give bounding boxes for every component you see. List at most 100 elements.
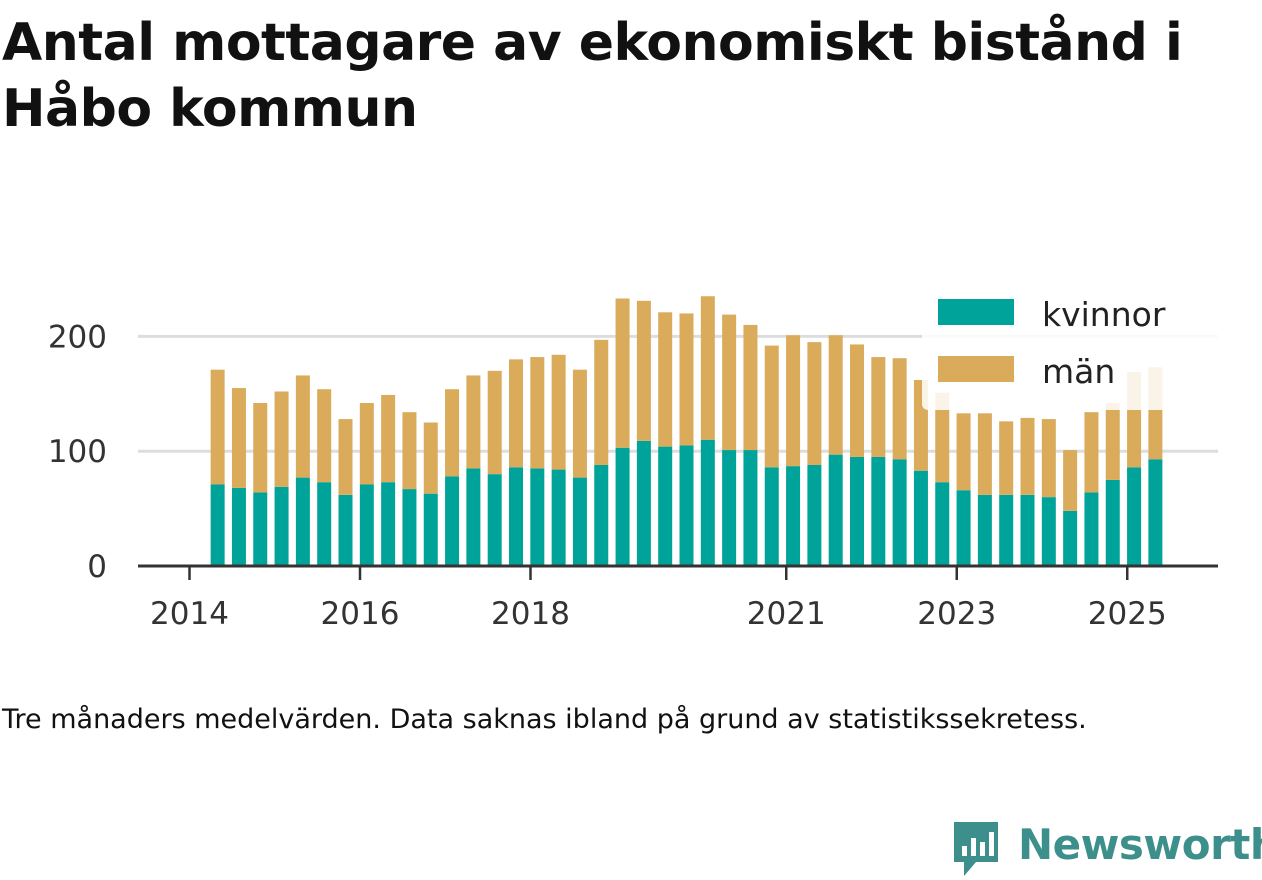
x-tick-label: 2023	[917, 596, 996, 632]
bar-kvinnor	[253, 492, 268, 566]
bar-kvinnor	[722, 450, 737, 566]
bar-man	[1020, 417, 1035, 495]
bar-man	[338, 419, 353, 495]
bar-kvinnor	[381, 482, 396, 566]
bar-kvinnor	[1148, 459, 1163, 566]
bar-kvinnor	[359, 484, 374, 566]
bar-kvinnor	[1105, 479, 1120, 566]
y-tick-label: 100	[48, 434, 107, 470]
bar-man	[594, 339, 609, 465]
bar-kvinnor	[615, 447, 630, 566]
bar-man	[956, 413, 971, 491]
bar-man	[231, 388, 246, 488]
legend: kvinnor män	[922, 290, 1218, 410]
bar-man	[551, 354, 566, 470]
bar-kvinnor	[210, 484, 225, 566]
bar-kvinnor	[764, 467, 779, 566]
bar-man	[892, 358, 907, 460]
bar-kvinnor	[658, 446, 673, 566]
bar-kvinnor	[786, 466, 801, 566]
bar-kvinnor	[509, 467, 524, 566]
bar-man	[786, 335, 801, 467]
bar-man	[850, 344, 865, 457]
bar-man	[1084, 412, 1099, 493]
bar-kvinnor	[999, 494, 1014, 566]
axes: 2014 2016 2018 2021 2023 2025	[138, 564, 1218, 632]
bar-kvinnor	[871, 456, 886, 566]
bar-man	[295, 375, 310, 478]
bar-man	[636, 300, 651, 441]
bar-man	[679, 313, 694, 446]
y-tick-label: 200	[48, 319, 107, 355]
legend-swatch-kvinnor	[938, 299, 1014, 325]
bar-man	[1105, 402, 1120, 480]
bar-man	[935, 392, 950, 483]
chart-caption: Tre månaders medelvärden. Data saknas ib…	[2, 704, 1087, 735]
bar-kvinnor	[231, 487, 246, 566]
page-title: Antal mottagare av ekonomiskt bistånd i …	[2, 13, 1183, 139]
bar-man	[764, 345, 779, 468]
bar-man	[572, 369, 587, 478]
x-tick-label: 2018	[491, 596, 570, 632]
bar-man	[871, 357, 886, 457]
bar-kvinnor	[850, 456, 865, 566]
legend-label-kvinnor: kvinnor	[1042, 295, 1166, 334]
bar-kvinnor	[423, 493, 438, 566]
bar-kvinnor	[977, 494, 992, 566]
bar-kvinnor	[636, 440, 651, 566]
bar-kvinnor	[317, 482, 332, 566]
bar-kvinnor	[828, 454, 843, 566]
bar-man	[700, 296, 715, 440]
bar-kvinnor	[466, 468, 481, 566]
bar-man	[828, 335, 843, 455]
bar-kvinnor	[1041, 497, 1056, 566]
x-tick-label: 2014	[150, 596, 229, 632]
bars	[210, 296, 1163, 566]
bar-man	[381, 394, 396, 483]
bar-kvinnor	[295, 477, 310, 566]
bar-man	[423, 422, 438, 494]
bar-kvinnor	[956, 490, 971, 566]
bar-kvinnor	[551, 469, 566, 566]
bar-kvinnor	[530, 468, 545, 566]
bar-kvinnor	[743, 450, 758, 566]
bar-man	[743, 324, 758, 451]
bar-man	[359, 402, 374, 485]
stacked-bar-chart: 0 100 200 kvinnor män 2014 2016 2018 2021 2023…	[47, 290, 1218, 632]
bar-man	[977, 413, 992, 495]
bar-kvinnor	[679, 445, 694, 566]
bar-kvinnor	[445, 476, 460, 566]
bar-man	[530, 357, 545, 469]
bar-kvinnor	[1127, 467, 1142, 566]
bar-man	[509, 359, 524, 468]
legend-swatch-man	[938, 356, 1014, 382]
bar-kvinnor	[402, 489, 417, 566]
x-tick-label: 2021	[747, 596, 826, 632]
bar-man	[466, 375, 481, 469]
bar-man	[487, 370, 502, 475]
bar-kvinnor	[487, 474, 502, 566]
bar-man	[722, 314, 737, 451]
bar-man	[1041, 419, 1056, 498]
bar-man	[807, 342, 822, 465]
bar-man	[274, 391, 289, 487]
bar-man	[658, 312, 673, 447]
bar-kvinnor	[572, 477, 587, 566]
x-tick-label: 2025	[1088, 596, 1167, 632]
newsworthy-logo-icon	[954, 822, 998, 876]
bar-kvinnor	[807, 464, 822, 566]
bar-man	[445, 389, 460, 477]
x-tick-label: 2016	[321, 596, 400, 632]
bar-kvinnor	[1020, 494, 1035, 566]
bar-man	[1063, 450, 1078, 511]
bar-kvinnor	[913, 470, 928, 566]
bar-man	[210, 369, 225, 485]
bar-kvinnor	[1063, 510, 1078, 566]
bar-man	[402, 412, 417, 490]
bar-man	[317, 389, 332, 483]
legend-label-man: män	[1042, 352, 1115, 391]
bar-man	[253, 402, 268, 493]
bar-kvinnor	[892, 459, 907, 566]
bar-kvinnor	[274, 486, 289, 566]
brand-name: Newsworthy	[1018, 820, 1262, 869]
